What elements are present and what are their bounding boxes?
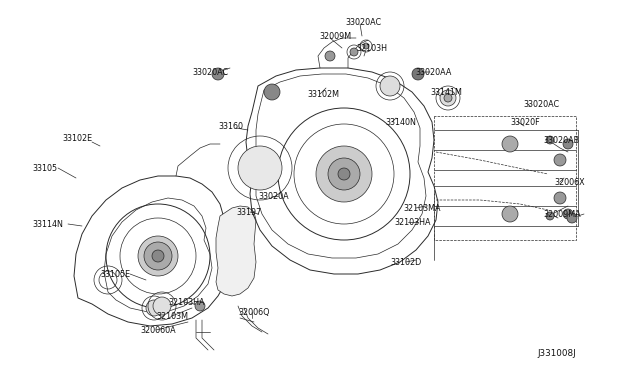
Circle shape [316, 146, 372, 202]
Circle shape [554, 192, 566, 204]
Circle shape [502, 206, 518, 222]
Text: 33020A: 33020A [258, 192, 289, 201]
Text: 32103MA: 32103MA [403, 204, 440, 213]
Circle shape [153, 297, 171, 315]
Text: 33140N: 33140N [385, 118, 416, 127]
Text: 33020AC: 33020AC [345, 18, 381, 27]
Text: 32009M: 32009M [319, 32, 351, 41]
Circle shape [138, 236, 178, 276]
Circle shape [563, 209, 573, 219]
Circle shape [440, 90, 456, 106]
Text: 32009MA: 32009MA [543, 210, 580, 219]
Text: 33114N: 33114N [32, 220, 63, 229]
Circle shape [412, 68, 424, 80]
Circle shape [363, 43, 369, 49]
Circle shape [146, 300, 162, 316]
Text: 33105E: 33105E [100, 270, 130, 279]
Text: 32006Q: 32006Q [238, 308, 269, 317]
Text: 33020AC: 33020AC [523, 100, 559, 109]
Circle shape [195, 301, 205, 311]
Text: 32103H: 32103H [356, 44, 387, 53]
Text: 33020AA: 33020AA [415, 68, 451, 77]
Text: 33141M: 33141M [430, 88, 462, 97]
Text: 33020F: 33020F [510, 118, 540, 127]
Circle shape [380, 76, 400, 96]
Circle shape [212, 68, 224, 80]
Circle shape [144, 242, 172, 270]
Text: 33197: 33197 [236, 208, 261, 217]
Circle shape [502, 136, 518, 152]
Text: 33102D: 33102D [390, 258, 421, 267]
Text: 32103HA: 32103HA [394, 218, 431, 227]
Text: 32103M: 32103M [156, 312, 188, 321]
Circle shape [546, 136, 554, 144]
Text: 32103HA: 32103HA [168, 298, 205, 307]
Circle shape [238, 146, 282, 190]
Circle shape [264, 84, 280, 100]
Text: 33105: 33105 [32, 164, 57, 173]
Text: 32006X: 32006X [554, 178, 584, 187]
Circle shape [152, 250, 164, 262]
Text: 33020AC: 33020AC [192, 68, 228, 77]
Text: 33102M: 33102M [307, 90, 339, 99]
Circle shape [328, 158, 360, 190]
Text: 33020AB: 33020AB [543, 136, 579, 145]
Circle shape [554, 154, 566, 166]
Circle shape [350, 48, 358, 56]
Circle shape [444, 94, 452, 102]
Circle shape [563, 139, 573, 149]
Circle shape [567, 213, 577, 223]
Text: J331008J: J331008J [538, 349, 576, 358]
Circle shape [338, 168, 350, 180]
Text: 33102E: 33102E [62, 134, 92, 143]
Circle shape [546, 212, 554, 220]
Text: 33160: 33160 [218, 122, 243, 131]
Circle shape [325, 51, 335, 61]
Polygon shape [216, 206, 256, 296]
Text: 320060A: 320060A [140, 326, 175, 335]
